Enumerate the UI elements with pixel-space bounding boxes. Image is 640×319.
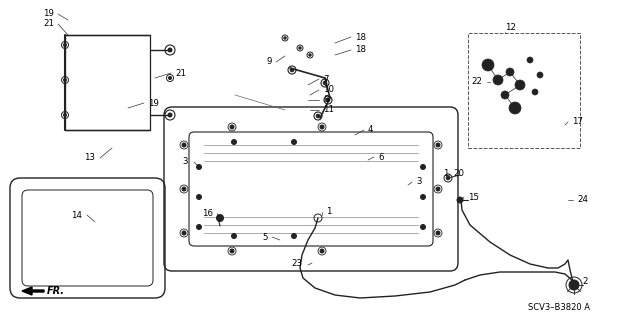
- Text: 14: 14: [71, 211, 82, 219]
- Text: 19: 19: [148, 99, 159, 108]
- Circle shape: [168, 113, 172, 117]
- Circle shape: [320, 125, 324, 129]
- Circle shape: [436, 143, 440, 147]
- Text: 21: 21: [43, 19, 54, 28]
- Circle shape: [420, 165, 426, 169]
- Text: 9: 9: [267, 57, 272, 66]
- Polygon shape: [22, 287, 44, 295]
- Circle shape: [527, 57, 533, 63]
- Circle shape: [230, 249, 234, 253]
- Text: 5: 5: [262, 233, 268, 241]
- Text: 3: 3: [416, 177, 422, 187]
- Text: FR.: FR.: [47, 286, 65, 296]
- Text: 13: 13: [84, 153, 95, 162]
- Text: 18: 18: [355, 33, 366, 41]
- Circle shape: [291, 139, 296, 145]
- Text: 16: 16: [202, 209, 213, 218]
- Circle shape: [168, 48, 172, 52]
- Circle shape: [284, 37, 286, 39]
- Circle shape: [326, 98, 330, 102]
- Circle shape: [532, 89, 538, 95]
- Circle shape: [196, 165, 202, 169]
- Text: 10: 10: [323, 85, 334, 94]
- Circle shape: [299, 47, 301, 49]
- Circle shape: [457, 197, 463, 203]
- Circle shape: [316, 114, 320, 118]
- Text: 8: 8: [323, 95, 328, 105]
- Circle shape: [501, 91, 509, 99]
- Text: 3: 3: [182, 158, 188, 167]
- Text: 24: 24: [577, 196, 588, 204]
- Bar: [468, 33, 580, 148]
- Circle shape: [436, 187, 440, 191]
- Circle shape: [230, 125, 234, 129]
- Text: 6: 6: [378, 152, 383, 161]
- Circle shape: [509, 102, 521, 114]
- Text: 1: 1: [444, 169, 449, 179]
- Circle shape: [168, 77, 172, 79]
- Text: 18: 18: [355, 46, 366, 55]
- Circle shape: [182, 187, 186, 191]
- Circle shape: [537, 72, 543, 78]
- Circle shape: [493, 75, 503, 85]
- Text: 20: 20: [453, 169, 464, 179]
- Text: 2: 2: [582, 278, 588, 286]
- Text: 19: 19: [43, 10, 54, 19]
- Text: 15: 15: [468, 192, 479, 202]
- Circle shape: [436, 231, 440, 235]
- Text: 4: 4: [368, 125, 374, 135]
- Bar: [65, 35, 150, 130]
- Circle shape: [232, 234, 237, 239]
- Circle shape: [323, 81, 327, 85]
- Circle shape: [232, 139, 237, 145]
- Circle shape: [446, 176, 450, 180]
- Text: 7: 7: [323, 75, 328, 84]
- Circle shape: [420, 225, 426, 229]
- Text: 17: 17: [572, 117, 583, 127]
- Text: 12: 12: [505, 23, 516, 32]
- Text: SCV3–B3820 A: SCV3–B3820 A: [528, 303, 590, 312]
- Circle shape: [290, 68, 294, 72]
- Circle shape: [291, 234, 296, 239]
- Circle shape: [482, 59, 494, 71]
- Circle shape: [506, 68, 514, 76]
- Text: 1: 1: [326, 207, 332, 217]
- Circle shape: [420, 195, 426, 199]
- Circle shape: [63, 43, 67, 47]
- Text: 22: 22: [471, 78, 482, 86]
- Circle shape: [182, 231, 186, 235]
- Circle shape: [63, 114, 67, 116]
- Circle shape: [196, 195, 202, 199]
- Circle shape: [63, 78, 67, 81]
- Circle shape: [196, 225, 202, 229]
- Circle shape: [515, 80, 525, 90]
- Text: 21: 21: [175, 69, 186, 78]
- Circle shape: [216, 214, 223, 221]
- Circle shape: [569, 280, 579, 290]
- Circle shape: [320, 249, 324, 253]
- Circle shape: [309, 54, 311, 56]
- Circle shape: [182, 143, 186, 147]
- Text: 11: 11: [323, 106, 334, 115]
- Text: 23: 23: [291, 258, 302, 268]
